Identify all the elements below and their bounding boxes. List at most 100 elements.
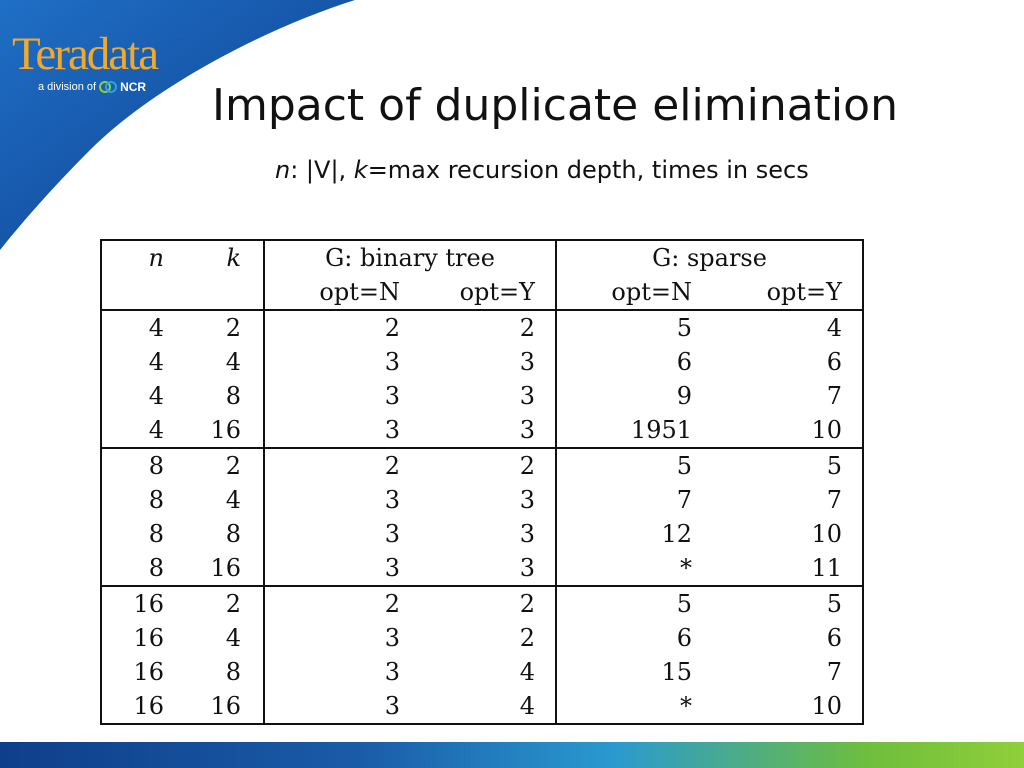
cell-k: 4 [164,483,265,517]
cell-k: 16 [164,551,265,586]
table-row: 16 16 3 4 * 10 [100,689,864,725]
cell-n: 16 [100,655,164,689]
cell-k: 2 [164,309,265,345]
cell-bt-opt-n: 2 [264,309,400,345]
header-row-2: opt=N opt=Y opt=N opt=Y [100,275,864,310]
cell-sp-opt-y: 7 [692,655,864,689]
cell-sp-opt-y: 6 [692,621,864,655]
cell-sp-opt-n: 5 [556,447,692,483]
cell-n: 4 [100,309,164,345]
logo-division-line: a division of NCR [38,80,172,94]
subtitle-part2: =max recursion depth, times in secs [367,156,809,184]
table-row: 16 2 2 2 5 5 [100,585,864,621]
header-swoosh [0,0,355,250]
cell-sp-opt-n: 6 [676,348,692,376]
header-sp-opt-n: opt=N [611,278,692,306]
cell-bt-opt-n: 3 [384,486,400,514]
cell-bt-opt-n: 3 [384,554,400,582]
cell-bt-opt-y: 3 [400,413,557,448]
cell-bt-opt-n: 3 [384,520,400,548]
header-bt-opt-y: opt=Y [400,275,557,310]
logo-wordmark: Teradata [12,28,159,80]
cell-n: 8 [100,447,164,483]
cell-k: 8 [164,379,265,413]
cell-bt-opt-y: 3 [400,345,557,379]
cell-sp-opt-n: 12 [661,520,692,548]
table-body: 4 2 2 2 5 4 4 4 3 3 6 6 4 8 3 3 9 7 4 16 3 3 1951 10 8 2 2 2 5 5 8 4 3 3 7… [100,309,864,725]
cell-k: 4 [164,621,265,655]
cell-k: 16 [164,413,265,448]
table-row: 8 8 3 3 12 10 [100,517,864,551]
cell-sp-opt-n: 5 [556,585,692,621]
cell-k: 8 [164,517,265,551]
cell-sp-opt-y: 7 [692,379,864,413]
results-table: n k G: binary tree G: sparse opt=N opt=Y… [100,239,864,725]
cell-n: 16 [100,585,164,621]
cell-sp-opt-n: 9 [676,382,692,410]
cell-bt-opt-y: 2 [400,447,557,483]
ncr-text: NCR [120,80,147,94]
cell-sp-opt-n: 7 [676,486,692,514]
ncr-logo-icon [99,81,118,93]
subtitle-n: n [275,156,291,184]
cell-sp-opt-y: 5 [692,585,864,621]
cell-k: 16 [164,689,265,725]
cell-sp-opt-n: * [680,554,692,582]
table-row: 16 8 3 4 15 7 [100,655,864,689]
cell-n: 8 [100,551,164,586]
slide-subtitle: n: |V|, k=max recursion depth, times in … [275,156,809,184]
logo-division-text: a division of [38,81,97,93]
cell-bt-opt-n: 3 [384,416,400,444]
teradata-logo: Teradata a division of NCR [12,28,172,95]
cell-bt-opt-y: 2 [400,585,557,621]
header-binary-tree: G: binary tree [264,239,557,275]
table-row: 8 16 3 3 * 11 [100,551,864,586]
cell-sp-opt-y: 7 [692,483,864,517]
cell-n: 16 [100,689,164,725]
cell-sp-opt-y: 4 [692,309,864,345]
cell-n: 4 [100,345,164,379]
cell-n: 16 [100,621,164,655]
cell-bt-opt-y: 3 [400,517,557,551]
slide-title: Impact of duplicate elimination [212,80,898,131]
cell-sp-opt-n: 6 [676,624,692,652]
table-row: 16 4 3 2 6 6 [100,621,864,655]
subtitle-k: k [353,156,368,184]
cell-sp-opt-n: * [556,689,692,725]
cell-k: 2 [164,447,265,483]
cell-n: 4 [100,379,164,413]
cell-k: 8 [164,655,265,689]
cell-bt-opt-n: 2 [264,447,400,483]
cell-sp-opt-y: 10 [692,689,864,725]
cell-bt-opt-n: 3 [384,624,400,652]
cell-bt-opt-n: 3 [384,658,400,686]
cell-bt-opt-y: 4 [400,655,557,689]
cell-sp-opt-n: 15 [661,658,692,686]
header-sp-opt-y: opt=Y [692,275,864,310]
cell-bt-opt-n: 3 [384,348,400,376]
cell-bt-opt-y: 3 [400,551,557,586]
cell-sp-opt-y: 6 [692,345,864,379]
cell-bt-opt-y: 3 [400,483,557,517]
cell-bt-opt-y: 4 [400,689,557,725]
header-k: k [164,239,265,275]
cell-bt-opt-y: 2 [400,621,557,655]
header-bt-opt-n: opt=N [319,278,400,306]
cell-n: 8 [100,517,164,551]
table-row: 4 16 3 3 1951 10 [100,413,864,448]
cell-bt-opt-y: 2 [400,309,557,345]
header-n: n [100,239,164,275]
cell-k: 4 [164,345,265,379]
cell-bt-opt-n: 3 [384,382,400,410]
cell-sp-opt-y: 5 [692,447,864,483]
cell-bt-opt-y: 3 [400,379,557,413]
cell-n: 8 [100,483,164,517]
cell-n: 4 [100,413,164,448]
cell-sp-opt-y: 11 [692,551,864,586]
cell-sp-opt-n: 1951 [630,416,692,444]
